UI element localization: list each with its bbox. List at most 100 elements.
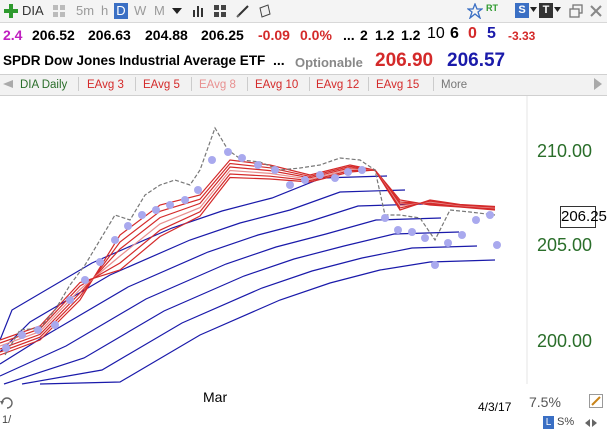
- timeframe-d[interactable]: D: [114, 3, 128, 19]
- grid-view-icon[interactable]: [213, 4, 227, 18]
- long-ema-line: [3, 231, 460, 385]
- tab-eavg-5[interactable]: EAvg 5: [143, 79, 180, 91]
- x-label-mar: Mar: [203, 389, 228, 405]
- bid-price: 206.90: [375, 50, 434, 71]
- namebar-ellipsis: ...: [273, 52, 285, 68]
- quote-bar: [0, 23, 607, 47]
- tab-divider: [247, 77, 248, 91]
- close-dot: [166, 201, 174, 209]
- close-dot: [301, 176, 309, 184]
- close-dot: [431, 261, 439, 269]
- symbol-label[interactable]: DIA: [22, 3, 44, 18]
- pin-icon[interactable]: [467, 3, 483, 19]
- pencil-icon[interactable]: [236, 4, 250, 18]
- last-price-tag: 206.25: [560, 206, 607, 228]
- quote-n3: 1.2: [401, 27, 421, 43]
- tab-eavg-15[interactable]: EAvg 15: [376, 79, 420, 91]
- short-ema-line: [0, 159, 496, 356]
- quote-high: 206.63: [88, 27, 131, 43]
- rt-icon[interactable]: RT: [486, 3, 498, 13]
- quote-ellipsis: ...: [343, 27, 355, 43]
- y-tick-205: 205.00: [537, 235, 593, 255]
- close-dot: [472, 216, 480, 224]
- close-dot: [486, 211, 494, 219]
- close-dot: [51, 321, 59, 329]
- y-tick-210: 210.00: [537, 141, 593, 161]
- close-dot: [421, 234, 429, 242]
- s-icon[interactable]: S: [515, 3, 529, 18]
- tab-eavg-3[interactable]: EAvg 3: [87, 79, 124, 91]
- quote-low: 204.88: [145, 27, 188, 43]
- ask-price: 206.57: [447, 50, 506, 71]
- close-dot: [358, 166, 366, 174]
- quote-change-pct: 0.0%: [300, 27, 332, 43]
- scale-label: 7.5%: [529, 394, 561, 410]
- close-dot: [331, 174, 339, 182]
- close-icon[interactable]: [589, 4, 603, 18]
- collapse-icon[interactable]: [3, 80, 13, 88]
- close-dot: [138, 211, 146, 219]
- quote-leading: 2.4: [3, 27, 23, 43]
- reset-icon[interactable]: [0, 396, 14, 410]
- close-dot: [208, 156, 216, 164]
- notes-icon[interactable]: [258, 4, 272, 18]
- close-dot: [181, 196, 189, 204]
- close-dot: [81, 276, 89, 284]
- short-ema-line: [0, 162, 496, 353]
- timeframe-w[interactable]: W: [134, 3, 147, 18]
- quote-open: 206.52: [32, 27, 75, 43]
- s-dropdown-icon[interactable]: [530, 7, 537, 12]
- tab-eavg-8[interactable]: EAvg 8: [199, 79, 236, 91]
- timeframe-m[interactable]: M: [154, 3, 165, 18]
- close-dot: [111, 236, 119, 244]
- tab-divider: [433, 77, 434, 91]
- scroll-right-icon[interactable]: [594, 78, 602, 90]
- long-ema-line: [0, 189, 406, 353]
- quote-n8: -3.33: [508, 29, 536, 43]
- close-dot: [344, 168, 352, 176]
- add-icon[interactable]: [3, 3, 19, 19]
- study-tabs: [0, 74, 607, 96]
- instrument-name: SPDR Dow Jones Industrial Average ETF: [3, 53, 266, 68]
- tab-eavg-12[interactable]: EAvg 12: [316, 79, 360, 91]
- edit-icon[interactable]: [589, 394, 603, 408]
- close-dot: [34, 326, 42, 334]
- short-ema-line: [0, 169, 496, 341]
- close-dot: [66, 296, 74, 304]
- quote-change: -0.09: [258, 27, 290, 43]
- restore-icon[interactable]: [569, 4, 583, 18]
- tab-divider: [78, 77, 79, 91]
- timeframe-5m[interactable]: 5m: [76, 3, 95, 18]
- y-tick-200: 200.00: [537, 331, 593, 351]
- instrument-bar: [0, 49, 607, 71]
- t-dropdown-icon[interactable]: [554, 7, 561, 12]
- close-dot: [286, 181, 294, 189]
- tab-eavg-10[interactable]: EAvg 10: [255, 79, 299, 91]
- scroll-arrows-icon[interactable]: [585, 418, 597, 428]
- close-dot: [224, 148, 232, 156]
- timeframe-h[interactable]: h: [101, 3, 109, 18]
- quote-n2: 1.2: [375, 27, 395, 43]
- tab-divider: [191, 77, 192, 91]
- close-dot: [408, 228, 416, 236]
- t-icon[interactable]: T: [539, 3, 553, 18]
- tab-divider: [135, 77, 136, 91]
- close-dot: [271, 166, 279, 174]
- percent-scale-button[interactable]: S%: [557, 416, 575, 428]
- long-ema-line: [0, 203, 424, 365]
- price-chart[interactable]: [0, 96, 607, 432]
- log-scale-button[interactable]: L: [543, 416, 554, 429]
- close-dot: [493, 241, 501, 249]
- close-dots-group: [2, 148, 501, 352]
- quote-n1: 2: [360, 27, 368, 43]
- long-ema-line: [21, 245, 478, 385]
- bar-chart-icon[interactable]: [192, 4, 206, 18]
- close-dot: [18, 331, 26, 339]
- close-dot: [316, 171, 324, 179]
- optionable-label: Optionable: [295, 55, 363, 70]
- tab-dia-daily[interactable]: DIA Daily: [20, 79, 68, 91]
- chevron-down-icon[interactable]: [172, 8, 182, 14]
- close-dot: [381, 214, 389, 222]
- tab-more[interactable]: More: [441, 79, 468, 91]
- quote-n5: 6: [450, 25, 459, 42]
